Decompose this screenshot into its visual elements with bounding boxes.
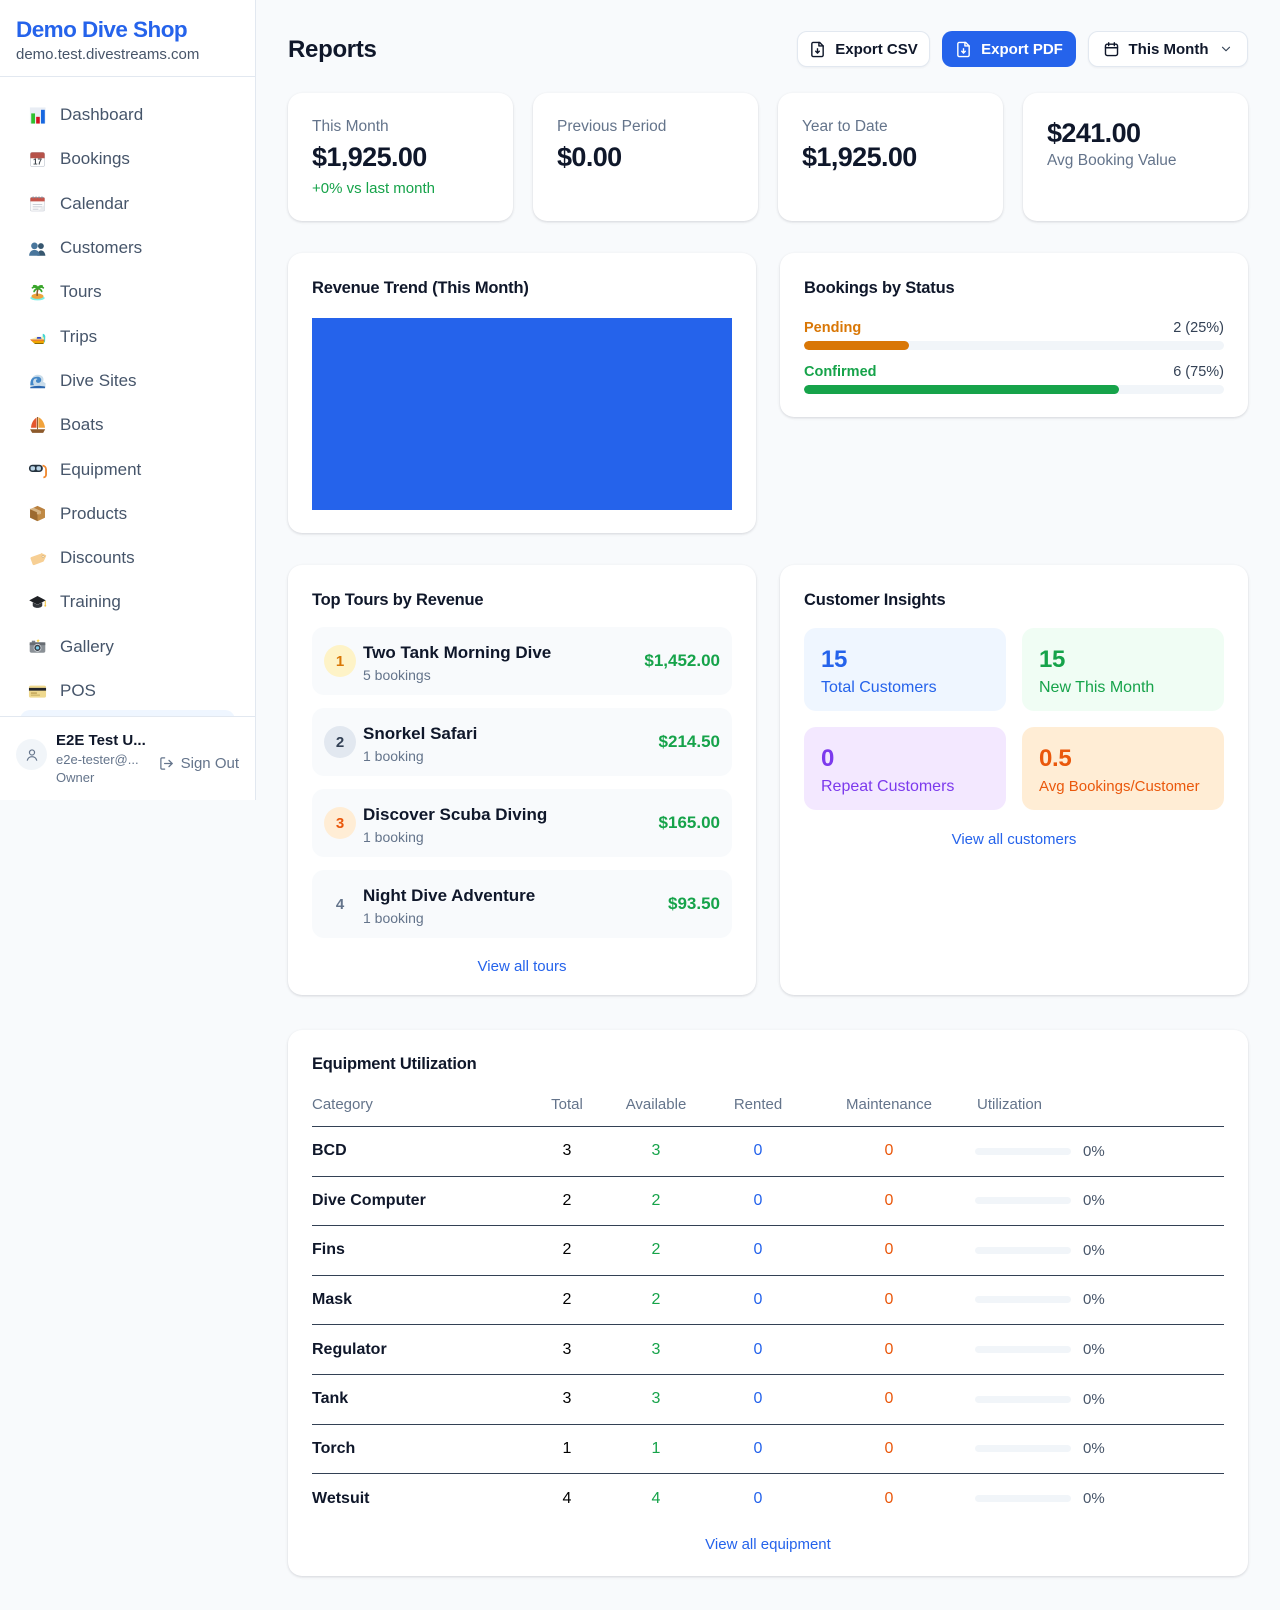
svg-text:17: 17	[33, 157, 42, 166]
